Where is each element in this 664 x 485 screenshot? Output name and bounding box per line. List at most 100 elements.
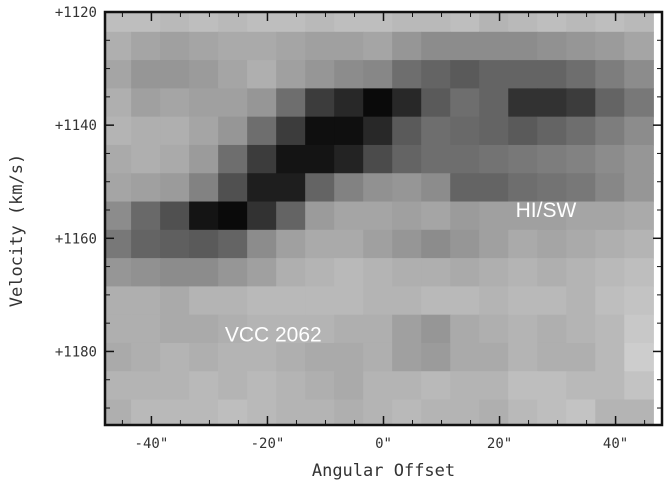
heatmap-cell (305, 201, 335, 231)
heatmap-cell (305, 229, 335, 259)
annotation-label: VCC 2062 (225, 323, 322, 346)
heatmap-cell (624, 229, 654, 259)
x-tick-labels: -40" -20" 0" 20" 40" (135, 436, 629, 452)
heatmap-cell (421, 60, 451, 89)
annotations: HI/SW VCC 2062 (225, 199, 577, 346)
heatmap-cell (218, 60, 248, 89)
heatmap-cell (537, 60, 567, 89)
heatmap-cell (105, 88, 132, 118)
heatmap-cell (624, 12, 654, 33)
heatmap-cell (305, 399, 335, 426)
heatmap-cell (508, 60, 538, 89)
heatmap-cell (624, 144, 654, 174)
heatmap-cell (131, 116, 161, 146)
heatmap-cell (479, 201, 509, 231)
heatmap-cell (334, 60, 364, 89)
heatmap-cell (160, 60, 190, 89)
heatmap-cell (450, 144, 480, 174)
heatmap-cell (189, 60, 219, 89)
heatmap-cell (131, 88, 161, 118)
heatmap-cell (595, 229, 625, 259)
heatmap-cell (160, 88, 190, 118)
heatmap-cell (363, 371, 393, 401)
heatmap-cell (421, 314, 451, 344)
heatmap-cell (450, 201, 480, 231)
heatmap-cell (479, 229, 509, 259)
heatmap-cell (566, 12, 596, 33)
heatmap-cell (247, 31, 277, 61)
heatmap-cell (537, 12, 567, 33)
heatmap-cell (450, 342, 480, 372)
y-tick-label: +1140 (55, 118, 97, 134)
heatmap-cell (305, 31, 335, 61)
heatmap-cell (566, 173, 596, 203)
heatmap-cell (624, 88, 654, 118)
heatmap-cell (189, 173, 219, 203)
heatmap-cell (160, 399, 190, 426)
y-tick-label: +1120 (55, 5, 97, 21)
heatmap-cell (537, 144, 567, 174)
heatmap-cell (334, 258, 364, 287)
heatmap-cell (363, 116, 393, 146)
heatmap-cell (160, 258, 190, 287)
heatmap-cell (479, 144, 509, 174)
heatmap-cell (392, 116, 422, 146)
heatmap-cell (508, 88, 538, 118)
heatmap-cell (334, 116, 364, 146)
heatmap-cell (218, 144, 248, 174)
heatmap-cell (334, 88, 364, 118)
heatmap-cell (566, 144, 596, 174)
heatmap-cell (189, 342, 219, 372)
heatmap-cell (363, 12, 393, 33)
heatmap-cell (218, 229, 248, 259)
heatmap-cell (624, 371, 654, 401)
heatmap-cell (508, 371, 538, 401)
heatmap-cell (450, 229, 480, 259)
heatmap-cell (421, 88, 451, 118)
heatmap-cell (479, 258, 509, 287)
heatmap-cell (276, 286, 306, 316)
heatmap-cell (334, 399, 364, 426)
heatmap-cell (392, 88, 422, 118)
heatmap-cell (595, 314, 625, 344)
heatmap-cell (247, 371, 277, 401)
heatmap-cell (479, 314, 509, 344)
heatmap-cell (566, 229, 596, 259)
heatmap-cell (595, 31, 625, 61)
y-tick-labels: +1120 +1140 +1160 +1180 (55, 5, 97, 360)
heatmap-cell (421, 12, 451, 33)
heatmap-cell (566, 116, 596, 146)
heatmap-cell (105, 371, 132, 401)
heatmap-cell (189, 371, 219, 401)
heatmap-cell (189, 88, 219, 118)
heatmap-cell (247, 12, 277, 33)
heatmap-cell (450, 371, 480, 401)
heatmap-cell (363, 88, 393, 118)
heatmap-cell (189, 286, 219, 316)
heatmap-cell (624, 60, 654, 89)
heatmap-cell (392, 286, 422, 316)
heatmap-cell (421, 201, 451, 231)
heatmap-cell (189, 144, 219, 174)
heatmap-cell (421, 286, 451, 316)
heatmap-cell (479, 342, 509, 372)
heatmap-cell (508, 286, 538, 316)
heatmap-cell (276, 60, 306, 89)
heatmap-cell (624, 258, 654, 287)
heatmap-cell (131, 342, 161, 372)
heatmap-cell (160, 286, 190, 316)
heatmap-cell (595, 144, 625, 174)
heatmap-cell (566, 31, 596, 61)
heatmap-cell (363, 229, 393, 259)
heatmap-cell (160, 31, 190, 61)
heatmap-cell (479, 286, 509, 316)
heatmap-cell (105, 229, 132, 259)
heatmap-cell (334, 31, 364, 61)
heatmap-cell (247, 229, 277, 259)
heatmap-cell (566, 60, 596, 89)
heatmap-cell (105, 286, 132, 316)
heatmap-cell (508, 258, 538, 287)
heatmap-cell (305, 173, 335, 203)
x-tick-label: 20" (487, 436, 512, 452)
heatmap-cell (450, 314, 480, 344)
